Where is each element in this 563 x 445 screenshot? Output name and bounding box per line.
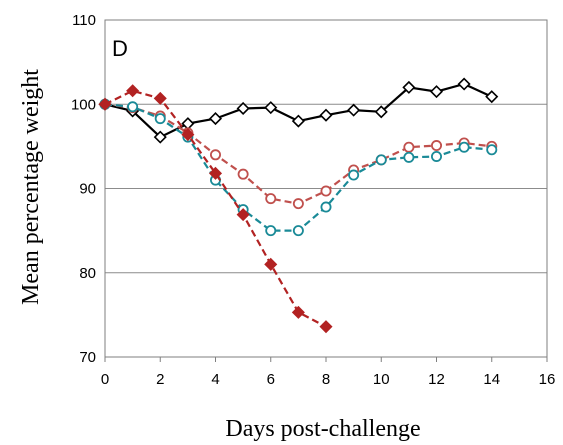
y-tick-label: 100	[71, 96, 96, 113]
series-3	[99, 98, 498, 237]
data-point	[126, 84, 140, 98]
data-point	[154, 113, 166, 125]
x-tick-label: 14	[483, 371, 500, 388]
x-tick-label: 4	[211, 371, 219, 388]
data-point	[374, 105, 388, 119]
data-point	[430, 140, 442, 152]
data-point	[486, 144, 498, 156]
data-point	[236, 101, 250, 115]
data-point	[402, 80, 416, 94]
series-line	[104, 89, 327, 328]
panel-label: D	[112, 36, 128, 61]
data-point	[291, 305, 305, 319]
data-point	[403, 151, 415, 163]
data-point	[430, 150, 442, 162]
data-point	[320, 185, 332, 197]
data-point	[348, 169, 360, 181]
y-tick-label: 90	[79, 181, 96, 198]
data-point	[264, 257, 278, 271]
data-point	[181, 128, 195, 142]
gridlines	[104, 103, 548, 362]
y-tick-label: 80	[79, 265, 96, 282]
data-point	[153, 130, 167, 144]
data-point	[127, 101, 139, 113]
data-point	[98, 97, 112, 111]
x-tick-label: 16	[539, 371, 556, 388]
data-point	[319, 320, 333, 334]
data-point	[208, 166, 223, 180]
data-point	[347, 103, 361, 117]
data-point	[320, 201, 332, 213]
y-axis-title: Mean percentage weight	[18, 69, 44, 305]
x-tick-label: 2	[156, 371, 164, 388]
data-point	[319, 108, 333, 122]
data-point	[292, 198, 304, 210]
x-tick-label: 10	[373, 371, 390, 388]
series-4	[98, 84, 333, 334]
series-1	[98, 77, 499, 144]
data-point	[429, 85, 444, 99]
x-tick-label: 6	[267, 371, 275, 388]
x-tick-label: 12	[428, 371, 445, 388]
tick-labels: 70 80 90 100 110 0 2 4 6 8 10 12 14 16	[71, 12, 555, 388]
data-point	[485, 90, 499, 104]
data-point	[153, 91, 167, 105]
data-point	[265, 193, 277, 205]
data-point	[209, 149, 221, 161]
x-tick-label: 0	[101, 371, 109, 388]
data-point	[292, 225, 304, 237]
data-point	[208, 112, 223, 126]
x-tick-label: 8	[322, 371, 330, 388]
data-point	[237, 168, 249, 180]
data-point	[265, 225, 277, 237]
data-point	[264, 101, 278, 115]
y-tick-label: 70	[79, 349, 96, 366]
data-point	[458, 141, 470, 153]
data-point	[291, 114, 305, 128]
data-point	[457, 77, 471, 91]
plot-area-frame	[104, 19, 548, 358]
x-axis-title: Days post-challenge	[225, 416, 420, 442]
series-group	[98, 77, 499, 334]
y-tick-label: 110	[72, 12, 96, 29]
data-point	[375, 154, 387, 166]
data-point	[403, 141, 415, 153]
data-point	[236, 208, 250, 222]
